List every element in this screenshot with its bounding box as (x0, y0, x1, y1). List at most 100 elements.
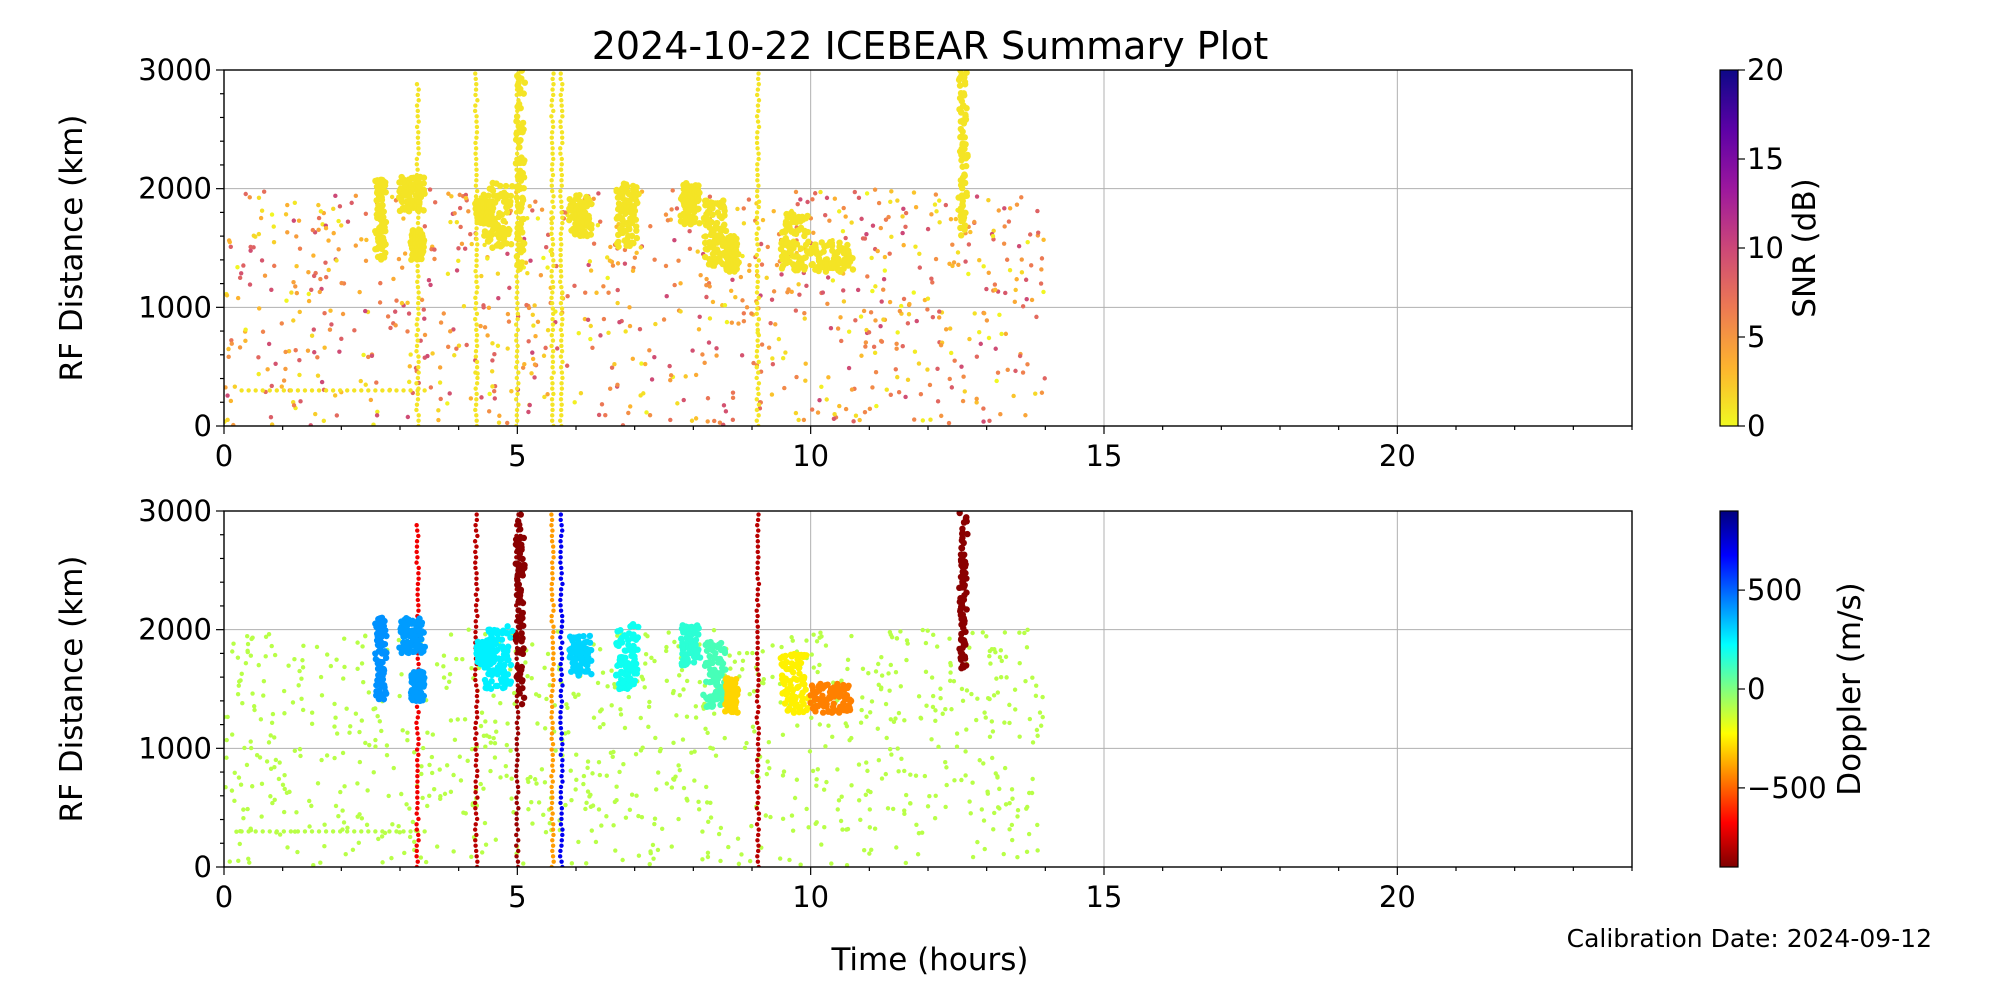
data-point (473, 629, 478, 635)
cluster-point (418, 237, 426, 244)
data-point (253, 829, 258, 834)
data-point (514, 407, 520, 413)
data-point (754, 215, 760, 220)
data-points (224, 70, 1047, 426)
data-point (321, 418, 327, 424)
data-point (300, 707, 306, 713)
data-point (550, 76, 555, 82)
data-point (475, 587, 480, 592)
data-point (541, 812, 546, 818)
data-point (514, 418, 520, 423)
data-point (626, 694, 632, 700)
data-point (905, 321, 911, 326)
data-point (438, 396, 443, 402)
data-point (316, 829, 322, 834)
data-point (609, 668, 614, 673)
data-point (912, 417, 917, 422)
data-point (422, 388, 427, 393)
data-point (977, 758, 982, 763)
data-point (492, 396, 498, 401)
data-point (549, 220, 554, 226)
data-point (551, 370, 556, 375)
cluster-point (722, 227, 730, 235)
cluster-point (520, 90, 527, 97)
cluster-point (406, 193, 413, 201)
data-point (550, 418, 555, 423)
data-point (482, 325, 488, 330)
data-point (878, 225, 884, 231)
cluster-point (633, 670, 640, 677)
data-point (448, 718, 454, 723)
data-point (474, 124, 480, 130)
data-point (559, 704, 564, 709)
data-point (755, 517, 761, 523)
data-point (826, 375, 831, 380)
data-point (754, 418, 759, 423)
data-point (943, 759, 948, 765)
data-point (569, 797, 574, 803)
data-point (549, 268, 554, 274)
cluster-point (516, 144, 523, 151)
data-point (756, 512, 761, 517)
data-point (514, 338, 519, 343)
data-point (474, 704, 479, 709)
data-point (474, 188, 480, 194)
data-point (1027, 790, 1032, 796)
data-point (474, 517, 480, 523)
cluster-point (421, 190, 428, 197)
cluster-point (494, 682, 501, 690)
data-point (276, 776, 282, 782)
data-point (605, 275, 610, 281)
data-point (474, 608, 479, 613)
data-point (713, 753, 719, 758)
data-point (754, 720, 760, 726)
data-point (1024, 645, 1030, 650)
data-point (988, 661, 993, 666)
data-point (977, 329, 982, 335)
data-point (473, 402, 479, 407)
data-point (558, 795, 564, 800)
data-point (560, 779, 565, 784)
data-point (475, 859, 480, 864)
data-point (637, 326, 643, 332)
cluster-point (503, 209, 511, 216)
data-point (564, 363, 570, 368)
data-point (609, 365, 615, 370)
data-point (795, 723, 800, 728)
data-point (474, 381, 480, 386)
data-point (671, 688, 676, 694)
data-point (987, 734, 993, 739)
data-point (229, 341, 234, 346)
data-point (474, 854, 479, 859)
data-point (756, 843, 761, 848)
data-point (474, 365, 480, 370)
cluster-point (634, 199, 641, 207)
data-point (859, 707, 864, 713)
data-point (473, 87, 479, 92)
data-point (269, 422, 275, 426)
data-point (1025, 627, 1030, 633)
data-point (549, 539, 555, 544)
data-point (741, 311, 747, 316)
data-point (611, 823, 616, 828)
data-point (929, 276, 934, 281)
data-point (473, 725, 478, 731)
data-point (266, 632, 272, 637)
data-point (463, 195, 469, 201)
data-point (550, 683, 556, 688)
data-point (974, 400, 979, 405)
data-point (549, 784, 554, 790)
data-point (532, 362, 538, 367)
cluster-point (521, 79, 529, 86)
data-point (474, 816, 480, 822)
data-point (895, 198, 900, 203)
data-point (754, 407, 760, 413)
data-point (415, 768, 420, 774)
data-point (887, 251, 892, 256)
data-point (998, 648, 1004, 653)
data-point (749, 823, 754, 829)
data-point (755, 613, 760, 619)
data-point (648, 850, 653, 856)
data-point (514, 779, 520, 784)
data-point (542, 726, 548, 731)
